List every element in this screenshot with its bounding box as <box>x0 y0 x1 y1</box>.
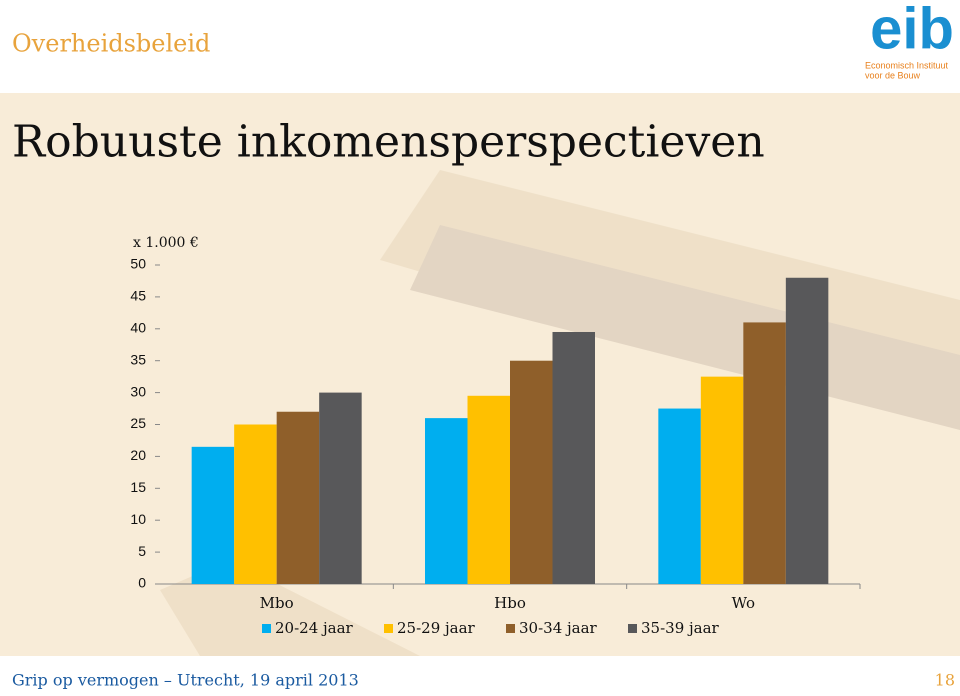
bar <box>467 395 510 584</box>
y-tick-label: 5 <box>138 543 146 559</box>
y-tick-label: 20 <box>130 447 146 463</box>
legend-swatch <box>628 624 637 633</box>
legend-label: 35-39 jaar <box>641 619 720 637</box>
bar <box>658 408 701 584</box>
logo: eib <box>870 0 954 61</box>
logo-sub: voor de Bouw <box>865 70 921 80</box>
bar <box>234 424 277 584</box>
section-title: Overheidsbeleid <box>12 30 210 58</box>
y-tick-label: 50 <box>130 256 146 272</box>
y-tick-label: 0 <box>138 575 146 591</box>
y-tick-label: 35 <box>130 351 146 367</box>
x-tick-label: Mbo <box>260 594 294 612</box>
y-tick-label: 30 <box>130 383 146 399</box>
bar <box>191 446 235 584</box>
bar <box>276 411 320 584</box>
logo-sub: Economisch Instituut <box>865 60 949 70</box>
x-tick-label: Hbo <box>494 594 526 612</box>
y-tick-label: 45 <box>130 288 146 304</box>
page-number: 18 <box>935 671 955 690</box>
legend-label: 20-24 jaar <box>275 619 354 637</box>
y-tick-label: 40 <box>130 320 146 336</box>
slide-title: Robuuste inkomensperspectieven <box>12 117 765 168</box>
bar <box>510 360 553 584</box>
legend-swatch <box>384 624 393 633</box>
legend-label: 25-29 jaar <box>397 619 476 637</box>
footer-band <box>0 656 960 692</box>
bar <box>785 277 829 584</box>
footer-text: Grip op vermogen – Utrecht, 19 april 201… <box>12 671 359 690</box>
legend-label: 30-34 jaar <box>519 619 598 637</box>
y-tick-label: 25 <box>130 415 146 431</box>
bar <box>319 392 362 584</box>
x-tick-label: Wo <box>732 594 755 612</box>
y-tick-label: 15 <box>130 479 146 495</box>
bar <box>743 322 786 584</box>
bar <box>552 331 595 584</box>
y-tick-label: 10 <box>130 511 146 527</box>
bar <box>425 418 468 584</box>
legend-swatch <box>506 624 515 633</box>
legend-swatch <box>262 624 271 633</box>
bar <box>700 376 744 584</box>
unit-label: x 1.000 € <box>133 235 199 251</box>
